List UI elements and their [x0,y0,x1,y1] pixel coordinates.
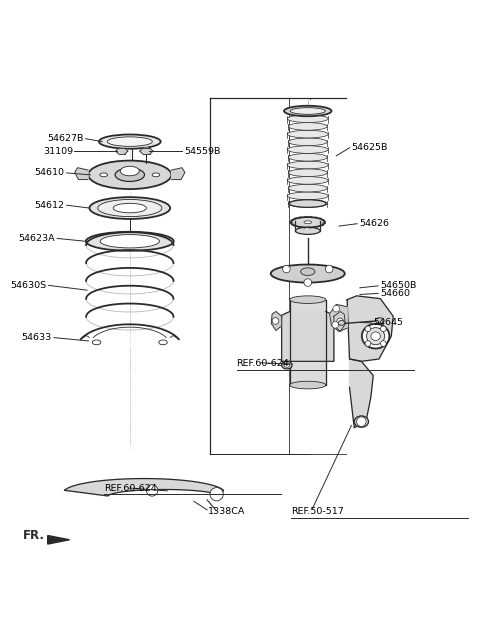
Ellipse shape [371,332,380,340]
Ellipse shape [304,221,312,223]
Ellipse shape [107,137,152,146]
Circle shape [381,341,386,347]
Circle shape [325,265,333,273]
Text: 31109: 31109 [43,146,73,155]
Text: 54650B: 54650B [380,281,416,290]
Ellipse shape [159,340,168,345]
Text: 1338CA: 1338CA [208,507,245,516]
Ellipse shape [100,173,108,177]
Ellipse shape [288,138,327,146]
Ellipse shape [362,324,389,349]
Text: 54559B: 54559B [184,146,221,155]
Ellipse shape [100,234,159,248]
Text: FR.: FR. [23,529,45,542]
Ellipse shape [116,148,128,155]
Circle shape [333,306,339,312]
Ellipse shape [99,134,161,149]
Ellipse shape [113,204,146,213]
Text: REF.60-624: REF.60-624 [104,483,156,492]
Ellipse shape [290,108,325,114]
Circle shape [146,485,158,496]
Ellipse shape [282,361,292,369]
Ellipse shape [89,197,170,219]
Circle shape [210,487,223,501]
Ellipse shape [295,227,320,234]
Ellipse shape [376,318,384,324]
Ellipse shape [288,177,328,184]
Ellipse shape [288,200,327,207]
Text: 54610: 54610 [35,168,65,177]
Circle shape [283,265,290,273]
Ellipse shape [115,168,144,182]
Ellipse shape [88,160,171,189]
Ellipse shape [300,268,315,275]
Text: REF.60-624: REF.60-624 [237,360,289,369]
Ellipse shape [288,161,328,169]
Ellipse shape [288,192,328,200]
Ellipse shape [152,173,160,177]
Circle shape [381,326,386,332]
Ellipse shape [288,146,328,153]
Polygon shape [171,168,185,180]
Ellipse shape [284,363,290,367]
Ellipse shape [290,381,326,389]
Ellipse shape [284,106,332,116]
Polygon shape [65,478,224,496]
Ellipse shape [288,123,327,130]
Ellipse shape [288,153,327,161]
Polygon shape [334,311,345,331]
Ellipse shape [86,232,174,251]
Ellipse shape [338,320,345,325]
Circle shape [336,318,343,325]
Ellipse shape [290,296,326,304]
Polygon shape [349,359,373,428]
Text: 54626: 54626 [359,219,389,228]
Ellipse shape [271,265,345,282]
Ellipse shape [288,130,328,138]
Ellipse shape [92,340,101,345]
Polygon shape [290,300,326,385]
Ellipse shape [289,200,326,207]
Circle shape [332,322,338,328]
Ellipse shape [288,169,327,177]
Circle shape [272,318,279,324]
Ellipse shape [98,200,162,216]
Ellipse shape [291,217,325,227]
Ellipse shape [288,184,327,192]
Polygon shape [271,311,282,331]
Polygon shape [48,535,70,544]
Text: REF.50-517: REF.50-517 [291,507,343,516]
Circle shape [357,417,366,426]
Polygon shape [282,311,334,361]
Ellipse shape [288,115,328,123]
Polygon shape [330,304,347,331]
Polygon shape [75,168,88,180]
Text: 54625B: 54625B [351,143,388,152]
Text: 54630S: 54630S [11,281,47,290]
Text: 54623A: 54623A [19,234,55,243]
Circle shape [365,341,371,347]
Polygon shape [347,296,393,361]
Text: 54645: 54645 [373,318,403,327]
Circle shape [304,279,312,286]
Text: 54612: 54612 [35,201,65,210]
Text: 54633: 54633 [21,333,51,342]
Ellipse shape [367,327,384,345]
Ellipse shape [354,416,369,428]
Text: 54627B: 54627B [48,134,84,143]
Circle shape [365,326,371,332]
Text: 54660: 54660 [380,289,410,298]
Ellipse shape [120,166,139,176]
Polygon shape [304,266,311,283]
Ellipse shape [140,148,153,155]
